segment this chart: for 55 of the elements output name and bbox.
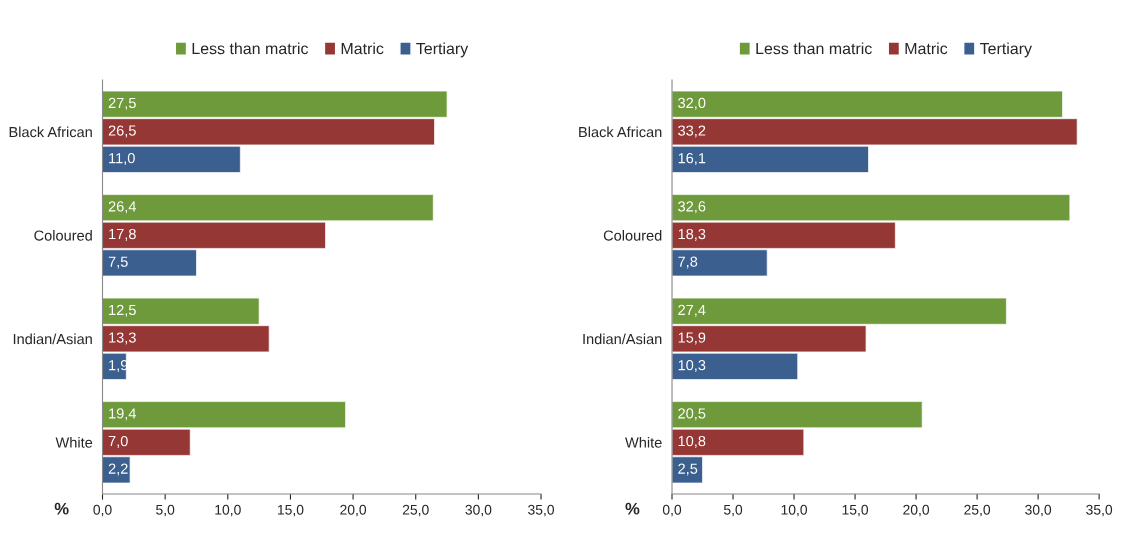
x-tick-label: 15,0 [277,504,304,517]
data-label: 19,4 [109,408,137,421]
data-label: 2,2 [108,463,128,476]
x-axis-title: % [625,502,640,515]
data-label: 33,2 [678,125,706,138]
x-axis-title: % [54,502,69,515]
x-tick-label: 25,0 [964,504,991,517]
data-label: 27,4 [678,304,706,317]
data-label: 11,0 [109,152,135,166]
y-tick-label: Indian/Asian [13,333,92,345]
data-label: 18,3 [678,228,706,241]
data-label: 7,0 [108,435,128,448]
x-tick-label: 35,0 [528,504,554,517]
data-label: 7,5 [108,256,128,269]
legend-label: Matric [905,42,948,55]
data-label: 10,8 [678,435,706,448]
data-label: 10,3 [678,359,706,373]
y-tick-label: Black African [579,126,662,138]
x-tick-label: 35,0 [1086,504,1113,517]
x-tick-label: 0,0 [662,504,682,517]
legend-label: Less than matric [756,42,872,55]
legend-label: Less than matric [192,42,309,55]
data-label: 17,8 [109,228,136,241]
x-tick-label: 30,0 [1025,504,1052,517]
y-tick-label: Coloured [34,230,92,241]
data-label: 26,4 [108,201,137,214]
y-tick-label: Indian/Asian [583,333,662,345]
data-label: 16,1 [678,152,706,166]
x-tick-label: 0,0 [93,504,112,517]
data-label: 32,6 [678,201,706,214]
x-tick-label: 5,0 [156,504,175,517]
y-tick-label: White [625,437,662,448]
x-tick-label: 20,0 [903,504,930,517]
x-tick-label: 20,0 [340,504,367,517]
y-tick-label: Black African [9,126,92,138]
x-tick-label: 10,0 [215,504,241,517]
data-label: 12,5 [109,304,136,317]
y-tick-label: White [55,437,93,448]
x-tick-label: 15,0 [842,504,869,517]
data-label: 7,8 [678,256,698,269]
data-label: 32,0 [678,97,706,110]
data-label: 20,5 [678,408,706,421]
legend-label: Tertiary [416,42,469,58]
y-tick-label: Coloured [603,230,662,241]
data-label: 27,5 [108,97,136,110]
x-tick-label: 5,0 [723,504,743,517]
data-label: 26,5 [108,125,136,138]
legend-label: Matric [341,42,384,55]
x-tick-label: 25,0 [402,504,429,517]
legend-label: Tertiary [980,42,1032,58]
data-label: 15,9 [678,332,706,345]
data-label: 2,5 [678,463,698,476]
x-tick-label: 10,0 [781,504,808,517]
data-label: 13,3 [109,332,136,345]
x-tick-label: 30,0 [465,504,492,517]
